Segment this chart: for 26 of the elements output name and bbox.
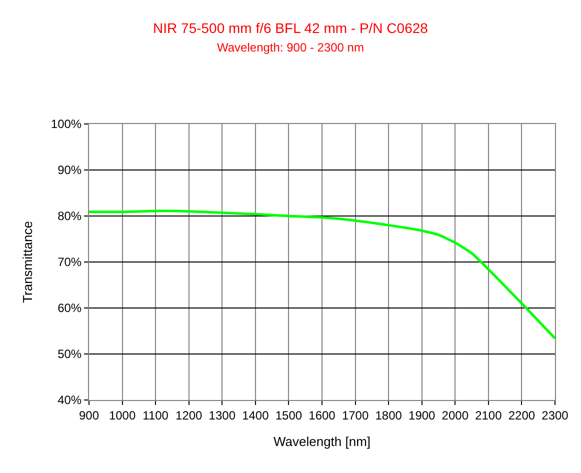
- y-tick-label: 60%: [58, 301, 82, 316]
- x-tick-label: 1800: [375, 408, 402, 422]
- x-tick-label: 2200: [508, 408, 536, 422]
- x-axis-title: Wavelength [nm]: [273, 434, 371, 449]
- y-axis-title: Transmittance: [20, 221, 35, 303]
- x-tick-label: 2100: [475, 408, 502, 422]
- x-tick-label: 1000: [108, 408, 136, 422]
- chart-title: NIR 75-500 mm f/6 BFL 42 mm - P/N C0628: [153, 20, 428, 36]
- x-tick-label: 1400: [242, 408, 270, 422]
- x-tick-label: 2300: [542, 408, 569, 422]
- x-tick-label: 1500: [275, 408, 302, 422]
- x-tick-label: 1700: [342, 408, 369, 422]
- y-tick-label: 90%: [58, 163, 82, 178]
- x-tick-label: 1200: [176, 408, 203, 422]
- y-tick-label: 50%: [58, 347, 82, 362]
- x-tick-label: 1300: [208, 408, 236, 422]
- x-tick-label: 1600: [308, 408, 336, 422]
- x-tick-label: 2000: [442, 408, 469, 422]
- y-tick-label: 100%: [50, 117, 82, 132]
- x-tick-label: 900: [78, 408, 100, 422]
- y-tick-label: 80%: [58, 209, 82, 224]
- y-tick-label: 40%: [58, 393, 82, 408]
- chart-subtitle: Wavelength: 900 - 2300 nm: [217, 40, 364, 54]
- x-tick-label: 1100: [142, 408, 169, 422]
- x-tick-label: 1900: [408, 408, 436, 422]
- y-tick-label: 70%: [58, 255, 82, 270]
